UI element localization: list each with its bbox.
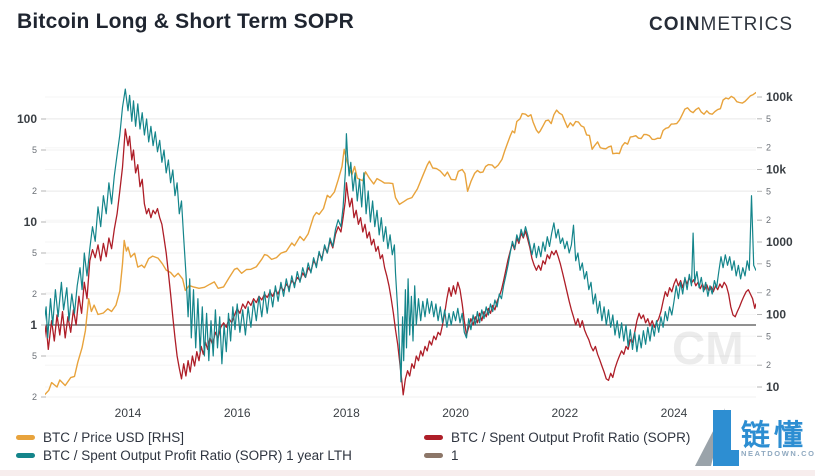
svg-text:2: 2 [766, 288, 771, 298]
svg-text:2024: 2024 [661, 406, 688, 420]
svg-text:10k: 10k [766, 163, 786, 177]
svg-text:5: 5 [766, 331, 771, 341]
bottom-strip [0, 470, 815, 476]
svg-text:2: 2 [32, 186, 37, 196]
svg-text:5: 5 [32, 145, 37, 155]
svg-text:10: 10 [766, 380, 780, 394]
legend-swatch-icon [16, 452, 35, 458]
page-title: Bitcoin Long & Short Term SOPR [17, 10, 354, 33]
svg-text:2014: 2014 [115, 406, 142, 420]
neatdown-brand-chinese: 链懂 [741, 420, 808, 452]
svg-text:1: 1 [30, 318, 37, 332]
legend-item-0-0[interactable]: BTC / Price USD [RHS] [16, 428, 352, 446]
legend-column-right: BTC / Spent Output Profit Ratio (SOPR) 1… [424, 428, 727, 464]
legend-item-label: BTC / Spent Output Profit Ratio (SOPR) 1… [451, 429, 728, 445]
series-line-0 [45, 91, 756, 396]
svg-text:5: 5 [766, 186, 771, 196]
svg-text:2: 2 [32, 392, 37, 402]
series-line-2 [45, 88, 756, 383]
svg-text:100k: 100k [766, 90, 793, 104]
svg-text:2: 2 [766, 143, 771, 153]
svg-text:2022: 2022 [551, 406, 578, 420]
svg-text:2: 2 [766, 360, 771, 370]
legend-item-label: BTC / Spent Output Profit Ratio (SOPR) 1… [43, 447, 352, 463]
svg-text:5: 5 [32, 248, 37, 258]
cm-plot-watermark: CM [672, 322, 744, 374]
legend-column-left: BTC / Price USD [RHS] BTC / Spent Output … [16, 428, 352, 464]
legend-item-1-1[interactable]: 1 [424, 446, 727, 464]
legend-item-1-0[interactable]: BTC / Spent Output Profit Ratio (SOPR) 1… [424, 428, 727, 446]
svg-text:5: 5 [766, 114, 771, 124]
legend-swatch-icon [424, 434, 443, 440]
svg-text:5: 5 [32, 351, 37, 361]
svg-text:10: 10 [24, 215, 38, 229]
neatdown-watermark: 链懂 NEATDOWN.COM [691, 404, 815, 470]
neatdown-logo-icon [695, 408, 739, 466]
legend-item-label: 1 [451, 447, 459, 463]
svg-text:2: 2 [32, 289, 37, 299]
coinmetrics-logo-metrics: METRICS [700, 14, 793, 35]
legend-item-label: BTC / Price USD [RHS] [43, 429, 185, 445]
legend-swatch-icon [424, 452, 443, 458]
svg-text:2020: 2020 [442, 406, 469, 420]
legend-swatch-icon [16, 434, 35, 440]
svg-text:5: 5 [766, 259, 771, 269]
series-line-1 [45, 128, 756, 396]
svg-text:2016: 2016 [224, 406, 251, 420]
svg-text:100: 100 [17, 112, 37, 126]
svg-text:2: 2 [766, 215, 771, 225]
coinmetrics-logo: COINMETRICS [649, 14, 793, 36]
neatdown-domain-text: NEATDOWN.COM [741, 449, 815, 458]
svg-text:1000: 1000 [766, 235, 793, 249]
svg-text:100: 100 [766, 308, 786, 322]
chart-legend: BTC / Price USD [RHS] BTC / Spent Output … [0, 428, 815, 468]
coinmetrics-logo-coin: COIN [649, 14, 701, 35]
legend-item-0-1[interactable]: BTC / Spent Output Profit Ratio (SOPR) 1… [16, 446, 352, 464]
svg-text:2018: 2018 [333, 406, 360, 420]
